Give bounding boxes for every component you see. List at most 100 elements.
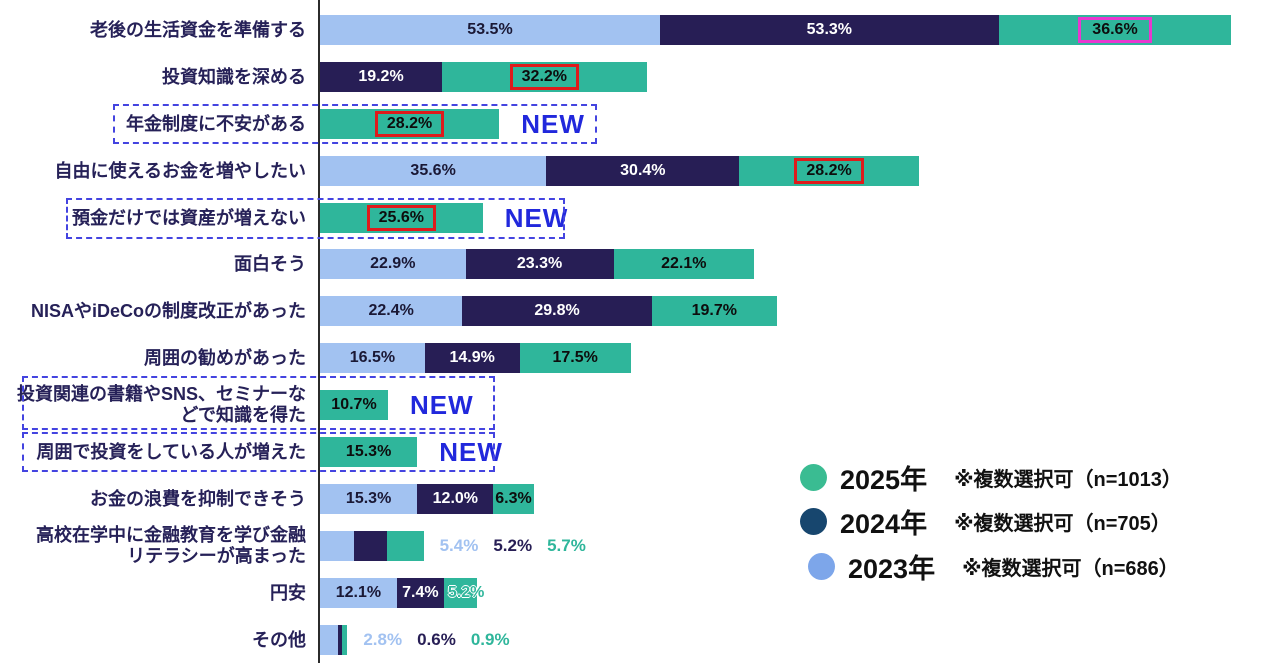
bar-segment-2024 (337, 625, 342, 655)
bar-segment-2025: 36.6% (998, 15, 1232, 45)
chart-row: 周囲で投資をしている人が増えた 15.3% NEW (0, 437, 1280, 467)
category-label: 面白そう (234, 253, 306, 274)
bar-segment-2024: 14.9% (424, 343, 520, 373)
bar-value-label: 36.6% (1078, 17, 1152, 43)
outside-value-labels: 2.8% 0.6% 0.9% (363, 625, 509, 655)
category-label: 円安 (270, 582, 306, 603)
bar-value-label: 22.1% (661, 255, 707, 272)
bar-segment-2025: 28.2% (320, 109, 500, 139)
category-label-line: リテラシーが高まった (127, 546, 306, 566)
bar-segment-2023: 15.3% (320, 484, 418, 514)
outside-value-label-2023: 2.8% (363, 630, 403, 649)
legend-note-label: ※複数選択可（n=1013） (954, 468, 1182, 491)
bar-segment-2023: 22.9% (320, 249, 466, 279)
bar-segment-2024: 29.8% (462, 296, 652, 326)
chart-row: 周囲の勧めがあった 16.5% 14.9% 17.5% (0, 343, 1280, 373)
bar-value-label: 15.3% (345, 490, 392, 507)
category-label: 自由に使えるお金を増やしたい (54, 160, 306, 181)
category-label: 投資関連の書籍やSNS、セミナーな どで知識を得た (0, 384, 306, 425)
bar-segment-2024: 23.3% (465, 249, 614, 279)
new-item-dashed-box (113, 104, 597, 144)
outside-value-label-2024: 5.2% (493, 536, 533, 555)
chart-row: NISAやiDeCoの制度改正があった 22.4% 29.8% 19.7% (0, 296, 1280, 326)
bar-segment-2025 (443, 578, 477, 608)
category-label: 周囲で投資をしている人が増えた (36, 441, 306, 462)
bar-segment-2024: 30.4% (546, 156, 740, 186)
bar-segment-2025: 6.3% (493, 484, 534, 514)
bar-value-label: 12.1% (335, 584, 382, 601)
bar-segment-2024: 53.3% (659, 15, 999, 45)
bar-segment-2023: 35.6% (320, 156, 547, 186)
bar-segment-2024: 19.2% (320, 62, 443, 92)
bar-value-label: 30.4% (620, 162, 666, 179)
bar-value-label: 28.2% (374, 111, 445, 137)
new-badge: NEW (521, 108, 585, 139)
chart-row: その他 2.8% 0.6% 0.9% (0, 625, 1280, 655)
new-item-dashed-box (22, 376, 495, 430)
bar-segment-2025: 25.6% (320, 203, 483, 233)
category-label-line: 高校在学中に金融教育を学び金融 (36, 525, 306, 545)
legend-swatch-2025-icon (800, 463, 827, 491)
chart-row: 面白そう 22.9% 23.3% 22.1% (0, 249, 1280, 279)
bar-value-label: 10.7% (331, 396, 377, 413)
bar-segment-2025: 17.5% (519, 343, 631, 373)
chart-row: 老後の生活資金を準備する 53.5% 53.3% 36.6% (0, 15, 1280, 45)
bar-segment-2025: 10.7% (320, 390, 388, 420)
outside-value-label-2024: 0.6% (417, 630, 456, 649)
chart-row: 投資関連の書籍やSNS、セミナーな どで知識を得た 10.7% NEW (0, 384, 1280, 425)
legend-year-label: 2024年 (840, 508, 928, 539)
bar-value-label: 6.3% (495, 490, 532, 507)
bar-segment-2023: 16.5% (320, 343, 425, 373)
category-label: 年金制度に不安がある (126, 113, 306, 134)
category-label: NISAやiDeCoの制度改正があった (30, 300, 306, 321)
bar-value-label: 15.3% (345, 443, 392, 460)
bar-segment-2023: 22.4% (320, 296, 463, 326)
new-badge: NEW (439, 436, 503, 467)
bar-segment-2023 (320, 625, 338, 655)
bar-value-label: 19.7% (691, 302, 737, 319)
chart-row: 預金だけでは資産が増えない 25.6% NEW (0, 203, 1280, 233)
category-label: 周囲の勧めがあった (144, 347, 306, 368)
legend-year-label: 2025年 (840, 464, 928, 495)
bar-segment-2025 (341, 625, 348, 655)
category-label: 投資知識を深める (162, 66, 306, 87)
category-label: 老後の生活資金を準備する (90, 19, 306, 40)
bar-segment-2024: 12.0% (417, 484, 494, 514)
legend-item-2025: 2025年 ※複数選択可（n=1013） (800, 462, 1182, 495)
bar-value-label: 29.8% (534, 302, 580, 319)
bar-value-label: 12.0% (432, 490, 479, 507)
legend-note-label: ※複数選択可（n=686） (962, 557, 1179, 580)
bar-segment-2025: 19.7% (651, 296, 777, 326)
category-label: お金の浪費を抑制できそう (90, 488, 306, 509)
category-label-line: どで知識を得た (180, 405, 306, 425)
bar-segment-2025: 28.2% (739, 156, 919, 186)
chart-row: 高校在学中に金融教育を学び金融 リテラシーが高まった 5.4% 5.2% 5.7% (0, 525, 1280, 566)
bar-segment-2023: 53.5% (320, 15, 660, 45)
outside-value-label-2025: 5.7% (547, 536, 586, 555)
bar-value-label: 16.5% (349, 349, 396, 366)
new-item-dashed-box (66, 198, 565, 239)
bar-value-label: 7.4% (402, 584, 439, 601)
bar-segment-2024: 7.4% (396, 578, 444, 608)
bar-value-label: 22.4% (368, 302, 414, 319)
bar-value-label: 53.3% (806, 21, 853, 38)
bar-value-label: 14.9% (449, 349, 495, 366)
chart-row: 投資知識を深める 19.2% 32.2% (0, 62, 1280, 92)
legend-swatch-2024-icon (800, 507, 827, 535)
new-badge: NEW (409, 389, 474, 420)
category-label: その他 (252, 629, 306, 650)
outside-value-label-2025: 0.9% (470, 630, 510, 649)
new-item-dashed-box (22, 432, 495, 472)
chart-row: お金の浪費を抑制できそう 15.3% 12.0% 6.3% (0, 484, 1280, 514)
legend-swatch-2023-icon (808, 552, 835, 580)
chart-row: 円安 12.1% 7.4% 5.2% (0, 578, 1280, 608)
y-axis-line (318, 0, 320, 663)
bar-value-label: 19.2% (358, 68, 404, 85)
bar-value-label: 35.6% (410, 162, 456, 179)
legend-note-label: ※複数選択可（n=705） (954, 512, 1171, 535)
bar-value-label: 53.5% (467, 21, 513, 38)
bar-value-label: 28.2% (794, 158, 864, 184)
legend-year-label: 2023年 (848, 553, 936, 584)
bar-segment-2025: 32.2% (442, 62, 647, 92)
